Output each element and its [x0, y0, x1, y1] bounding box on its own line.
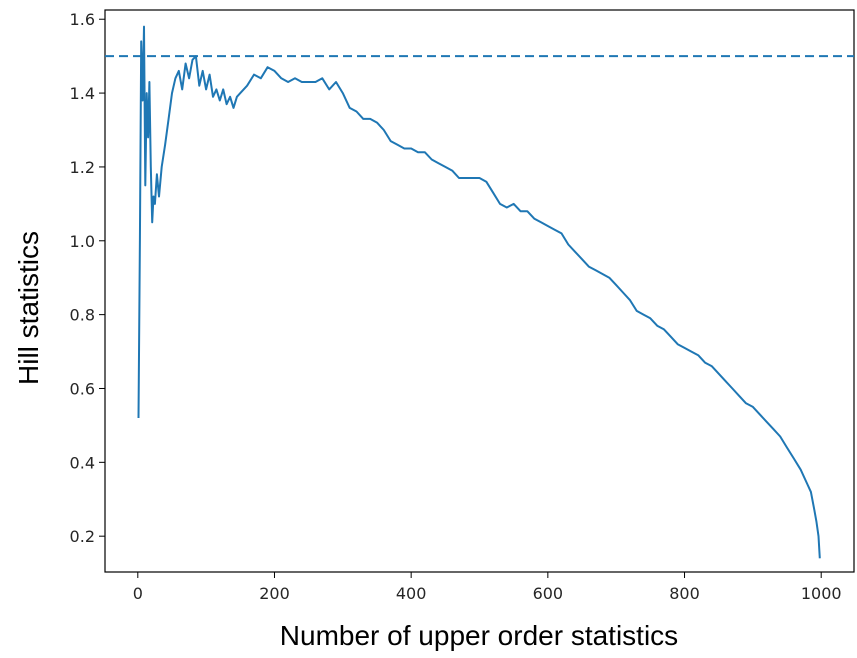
y-tick-label: 0.2	[70, 527, 95, 546]
x-axis-ticks: 0 200 400 600 800 1000	[133, 572, 842, 603]
x-axis-title: Number of upper order statistics	[280, 620, 678, 651]
y-tick-label: 1.4	[70, 84, 95, 103]
x-tick-label: 200	[259, 584, 290, 603]
y-tick-label: 0.6	[70, 379, 95, 398]
y-tick-label: 1.0	[70, 232, 95, 251]
x-tick-label: 400	[396, 584, 427, 603]
x-tick-label: 800	[669, 584, 700, 603]
plot-frame	[104, 9, 855, 573]
x-tick-label: 1000	[801, 584, 842, 603]
hill-series-line	[137, 25, 821, 559]
y-tick-label: 1.6	[70, 10, 95, 29]
x-tick-label: 0	[133, 584, 143, 603]
x-tick-label: 600	[533, 584, 564, 603]
y-axis-title: Hill statistics	[13, 231, 44, 385]
y-tick-label: 0.4	[70, 453, 95, 472]
y-tick-label: 1.2	[70, 158, 95, 177]
y-axis-ticks: 0.2 0.4 0.6 0.8 1.0 1.2 1.4 1.6	[70, 10, 105, 546]
y-tick-label: 0.8	[70, 306, 95, 325]
